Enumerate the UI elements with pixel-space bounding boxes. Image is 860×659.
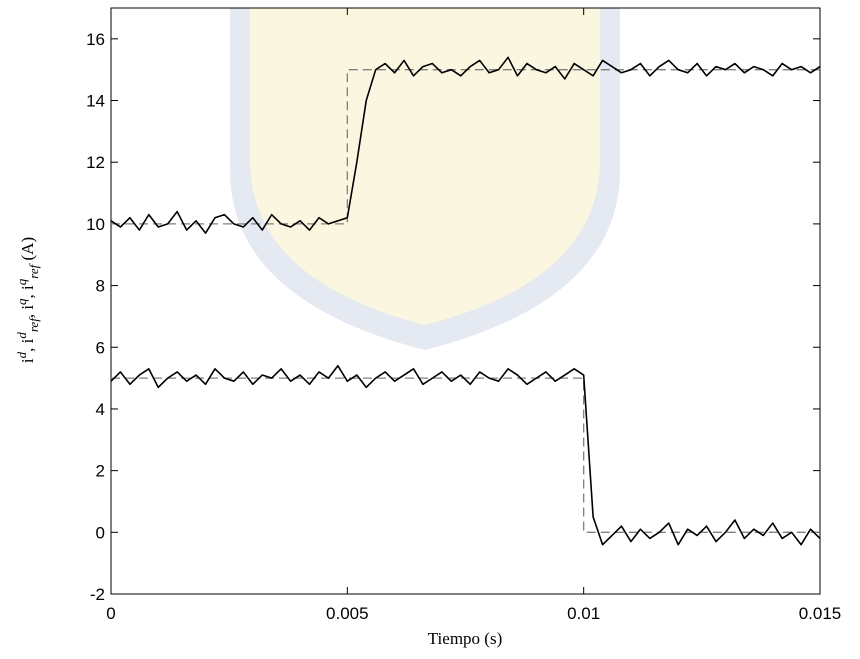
x-tick-label: 0.01 [567,604,600,623]
x-axis-label: Tiempo (s) [428,629,502,648]
x-tick-label: 0.005 [326,604,369,623]
reference-line [111,69,820,225]
y-tick-label: 6 [96,338,105,357]
y-label-part: d [14,332,29,339]
y-tick-label: 4 [96,400,105,419]
y-label-part: ref [26,316,41,332]
y-label-part: q [14,298,29,305]
y-label-part: , i [18,285,37,299]
y-label-part: q [14,278,29,285]
y-tick-label: 0 [96,523,105,542]
y-tick-label: 10 [86,215,105,234]
plot-frame [110,7,821,595]
y-tick-label: 12 [86,153,105,172]
y-tick-label: 14 [86,92,105,111]
y-tick-label: 8 [96,277,105,296]
y-tick-label: 2 [96,462,105,481]
x-tick-label: 0.015 [799,604,842,623]
y-tick-label: 16 [86,30,105,49]
y-label-part: i [18,358,37,363]
y-axis-label: id, idref, iq, iqref (A) [14,237,41,363]
measured-line [110,364,821,546]
measured-line [110,56,821,234]
y-label-part: , i [18,305,37,319]
x-tick-label: 0 [106,604,115,623]
y-tick-label: -2 [90,585,105,604]
watermark [230,8,620,350]
y-label-part: (A) [18,237,37,265]
y-label-part: , i [18,338,37,352]
y-label-part: d [14,351,29,358]
y-label-part: ref [26,262,41,278]
reference-line [111,377,820,533]
